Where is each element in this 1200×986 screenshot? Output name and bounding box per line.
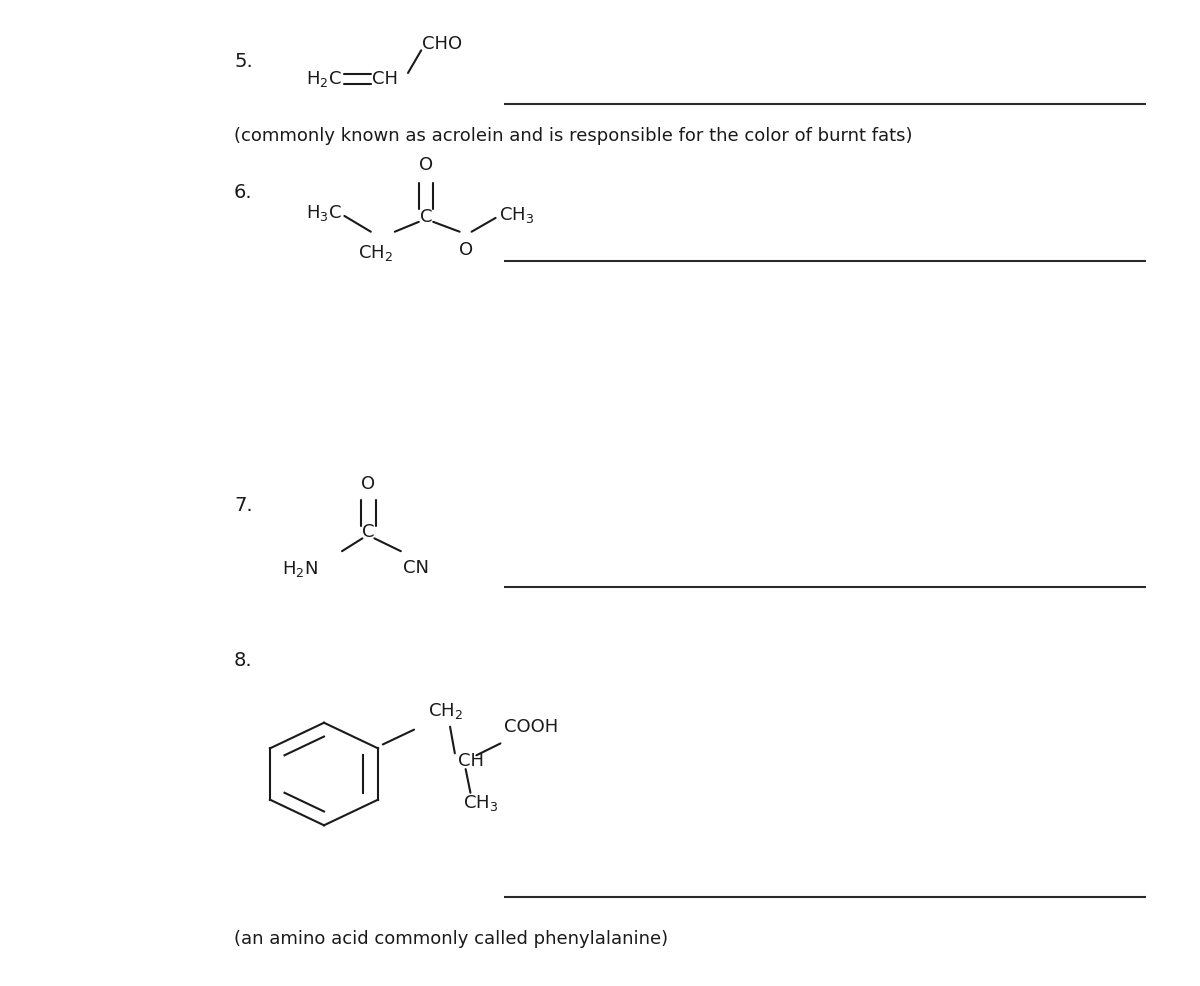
Text: H$_2$N: H$_2$N [282,559,318,579]
Text: COOH: COOH [504,718,558,736]
Text: O: O [419,156,433,174]
Text: 5.: 5. [234,51,253,71]
Text: 8.: 8. [234,651,253,670]
Text: O: O [458,241,473,258]
Text: C: C [362,524,374,541]
Text: 7.: 7. [234,496,253,516]
Text: C: C [420,208,432,226]
Text: H$_2$C: H$_2$C [306,69,342,89]
Text: CH$_2$: CH$_2$ [428,701,463,721]
Text: CH: CH [372,70,398,88]
Text: CH$_3$: CH$_3$ [499,205,534,225]
Text: CN: CN [403,559,430,577]
Text: 6.: 6. [234,182,253,202]
Text: CHO: CHO [422,35,462,53]
Text: CH$_2$: CH$_2$ [358,243,394,262]
Text: (an amino acid commonly called phenylalanine): (an amino acid commonly called phenylala… [234,930,668,948]
Text: O: O [361,475,376,493]
Text: CH$_3$: CH$_3$ [463,793,498,812]
Text: CH: CH [458,752,485,770]
Text: H$_3$C: H$_3$C [306,203,342,223]
Text: (commonly known as acrolein and is responsible for the color of burnt fats): (commonly known as acrolein and is respo… [234,127,912,145]
